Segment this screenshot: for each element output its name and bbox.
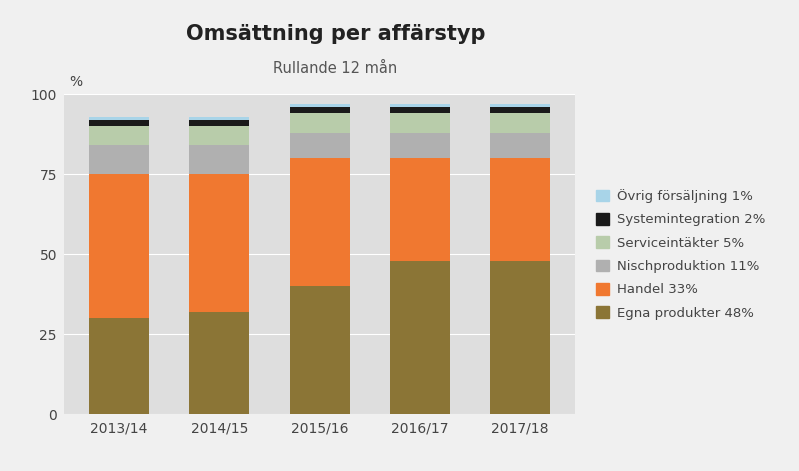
- Bar: [89, 120, 149, 126]
- Text: %: %: [69, 75, 82, 89]
- Bar: [490, 104, 551, 107]
- Bar: [89, 318, 149, 414]
- Bar: [390, 107, 450, 114]
- Legend: Övrig försäljning 1%, Systemintegration 2%, Serviceintäkter 5%, Nischproduktion : Övrig försäljning 1%, Systemintegration …: [592, 185, 769, 324]
- Bar: [189, 120, 249, 126]
- Bar: [289, 104, 350, 107]
- Bar: [189, 146, 249, 174]
- Bar: [490, 107, 551, 114]
- Bar: [89, 146, 149, 174]
- Bar: [89, 117, 149, 120]
- Text: Rullande 12 mån: Rullande 12 mån: [273, 61, 398, 76]
- Bar: [390, 114, 450, 133]
- Bar: [289, 107, 350, 114]
- Bar: [390, 158, 450, 261]
- Bar: [189, 312, 249, 414]
- Bar: [189, 174, 249, 312]
- Bar: [490, 158, 551, 261]
- Bar: [89, 174, 149, 318]
- Bar: [189, 117, 249, 120]
- Bar: [289, 158, 350, 286]
- Bar: [89, 126, 149, 146]
- Text: Omsättning per affärstyp: Omsättning per affärstyp: [186, 24, 485, 43]
- Bar: [189, 126, 249, 146]
- Bar: [289, 114, 350, 133]
- Bar: [490, 261, 551, 414]
- Bar: [490, 133, 551, 158]
- Bar: [390, 261, 450, 414]
- Bar: [390, 104, 450, 107]
- Bar: [390, 133, 450, 158]
- Bar: [289, 133, 350, 158]
- Bar: [289, 286, 350, 414]
- Bar: [490, 114, 551, 133]
